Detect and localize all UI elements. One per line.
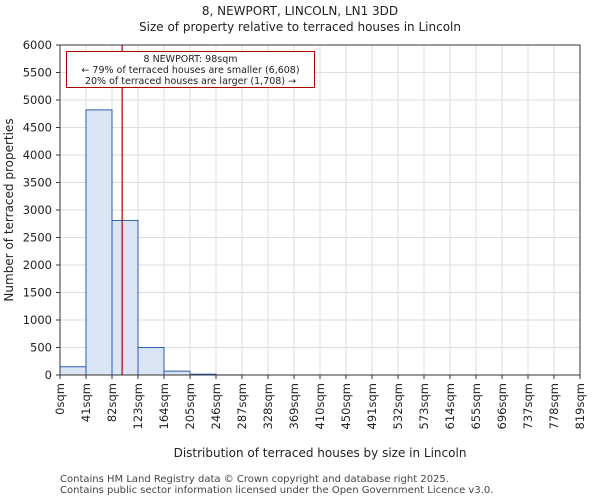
x-tick-label: 655sqm <box>469 383 483 429</box>
x-tick-label: 450sqm <box>339 383 353 429</box>
histogram-bar <box>85 109 113 376</box>
annotation-line-3: 20% of terraced houses are larger (1,708… <box>84 76 297 87</box>
x-tick-label: 491sqm <box>365 383 379 429</box>
x-tick-label: 0sqm <box>53 383 67 415</box>
histogram-bar <box>59 366 87 376</box>
y-tick-label: 1500 <box>23 286 52 300</box>
x-tick-label: 573sqm <box>417 383 431 429</box>
x-tick-label: 819sqm <box>573 383 587 429</box>
y-tick-label: 6000 <box>23 38 52 52</box>
y-tick-label: 5000 <box>23 93 52 107</box>
x-tick-label: 410sqm <box>313 383 327 429</box>
y-tick-label: 0 <box>45 368 52 382</box>
x-tick-label: 328sqm <box>261 383 275 429</box>
x-tick-label: 778sqm <box>547 383 561 429</box>
y-tick-label: 4000 <box>23 148 52 162</box>
annotation-line-2: ← 79% of terraced houses are smaller (6,… <box>81 65 300 76</box>
chart-subtitle: Size of property relative to terraced ho… <box>139 20 461 34</box>
x-tick-label: 737sqm <box>521 383 535 429</box>
x-tick-label: 614sqm <box>443 383 457 429</box>
x-tick-label: 205sqm <box>183 383 197 429</box>
x-axis-label: Distribution of terraced houses by size … <box>174 446 467 460</box>
histogram-bar <box>163 370 191 376</box>
footer-licence: Contains public sector information licen… <box>60 485 494 496</box>
x-tick-label: 532sqm <box>391 383 405 429</box>
x-tick-label: 246sqm <box>209 383 223 429</box>
property-annotation: 8 NEWPORT: 98sqm ← 79% of terraced house… <box>66 51 315 88</box>
annotation-line-1: 8 NEWPORT: 98sqm <box>143 54 238 65</box>
histogram-bar <box>111 219 139 376</box>
x-tick-label: 287sqm <box>235 383 249 429</box>
histogram-bar <box>137 347 165 376</box>
y-tick-label: 1000 <box>23 313 52 327</box>
y-axis-label: Number of terraced properties <box>2 118 16 301</box>
y-tick-label: 500 <box>30 341 52 355</box>
y-tick-label: 2000 <box>23 258 52 272</box>
y-tick-label: 2500 <box>23 231 52 245</box>
x-tick-label: 41sqm <box>79 383 93 422</box>
y-tick-label: 3500 <box>23 176 52 190</box>
y-tick-label: 3000 <box>23 203 52 217</box>
x-tick-label: 82sqm <box>105 383 119 422</box>
x-tick-label: 123sqm <box>131 383 145 429</box>
y-tick-label: 5500 <box>23 66 52 80</box>
chart-title: 8, NEWPORT, LINCOLN, LN1 3DD <box>201 4 399 18</box>
x-tick-label: 164sqm <box>157 383 171 429</box>
footer-copyright: Contains HM Land Registry data © Crown c… <box>60 474 449 485</box>
x-tick-label: 369sqm <box>287 383 301 429</box>
y-tick-label: 4500 <box>23 121 52 135</box>
x-tick-label: 696sqm <box>495 383 509 429</box>
